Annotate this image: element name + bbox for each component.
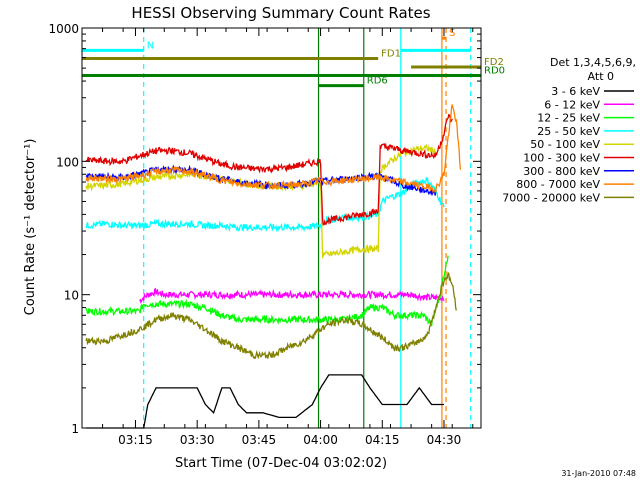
legend-attenuator: Att 0 bbox=[588, 70, 614, 83]
x-axis: 03:15 03:30 03:45 04:00 04:15 04:30 bbox=[81, 28, 474, 447]
x-tick-label: 04:30 bbox=[427, 433, 462, 447]
legend-entry-label: 12 - 25 keV bbox=[537, 112, 600, 125]
annotation-label-S: S bbox=[449, 28, 455, 39]
annotation-label-RD0: RD0 bbox=[484, 66, 505, 77]
series-line-2 bbox=[85, 255, 449, 327]
series-line-4 bbox=[85, 143, 437, 260]
y-tick-label: 1 bbox=[71, 422, 79, 436]
legend-entry-label: 300 - 800 keV bbox=[523, 165, 600, 178]
annotation-label-FD1: FD1 bbox=[381, 49, 401, 60]
x-tick-label: 03:15 bbox=[118, 433, 153, 447]
x-tick-label: 03:30 bbox=[180, 433, 215, 447]
legend-entry-label: 100 - 300 keV bbox=[523, 152, 600, 165]
y-tick-label: 100 bbox=[56, 155, 79, 169]
x-tick-label: 04:15 bbox=[365, 433, 400, 447]
x-tick-label: 03:45 bbox=[242, 433, 277, 447]
y-axis: 1 10 100 1000 bbox=[48, 22, 481, 436]
series-line-0 bbox=[86, 374, 444, 429]
annotation-label-N: N bbox=[147, 40, 154, 51]
legend-entry-label: 50 - 100 keV bbox=[530, 138, 600, 151]
x-tick-label: 04:00 bbox=[303, 433, 338, 447]
y-axis-label: Count Rate (s⁻¹ detector⁻¹) bbox=[23, 139, 38, 316]
series-line-8 bbox=[85, 271, 457, 360]
legend-header: Det 1,3,4,5,6,9, bbox=[550, 56, 636, 69]
footer-timestamp: 31-Jan-2010 07:48 bbox=[561, 469, 636, 478]
series-line-1 bbox=[139, 287, 445, 305]
legend-entry-label: 7000 - 20000 keV bbox=[502, 191, 600, 204]
series-line-7 bbox=[85, 104, 462, 194]
series-line-5 bbox=[85, 113, 453, 226]
annotation-label-FD2: FD2 bbox=[484, 57, 504, 68]
legend-entry-label: 6 - 12 keV bbox=[544, 98, 600, 111]
legend-entry-label: 25 - 50 keV bbox=[537, 125, 600, 138]
legend-entry-label: 3 - 6 keV bbox=[551, 85, 600, 98]
series-line-3 bbox=[85, 176, 445, 233]
chart-title: HESSI Observing Summary Count Rates bbox=[131, 4, 430, 22]
plot-frame bbox=[81, 27, 482, 429]
legend-entry-label: 800 - 7000 keV bbox=[516, 178, 600, 191]
y-tick-label: 1000 bbox=[48, 22, 79, 36]
x-axis-label: Start Time (07-Dec-04 03:02:02) bbox=[175, 456, 387, 471]
y-tick-label: 10 bbox=[64, 289, 79, 303]
annotation-label-RD6: RD6 bbox=[367, 76, 388, 87]
